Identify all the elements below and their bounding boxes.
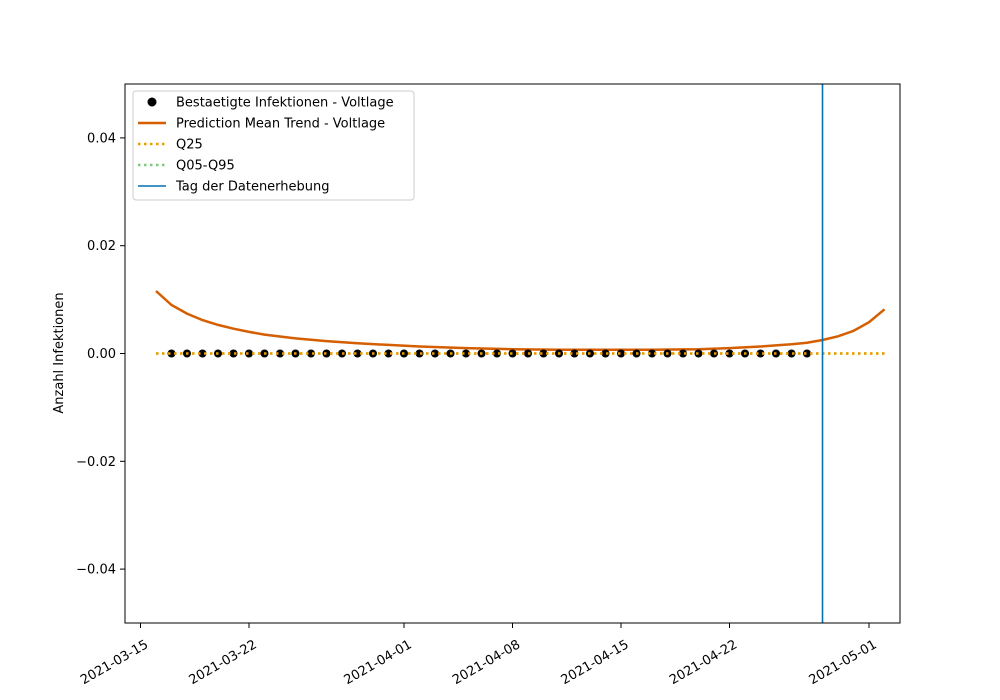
data-point xyxy=(353,349,362,358)
y-axis-label: Anzahl Infektionen xyxy=(52,292,67,413)
y-tick-label: 0.02 xyxy=(87,239,116,254)
data-point xyxy=(617,349,625,358)
data-point xyxy=(462,349,470,358)
data-point xyxy=(493,349,501,358)
y-axis: −0.04 −0.02 0.00 0.02 0.04 xyxy=(76,131,125,578)
data-point xyxy=(431,349,439,358)
y-tick-label: −0.04 xyxy=(76,563,116,578)
legend-entry: Q05-Q95 xyxy=(138,159,235,174)
legend-label: Prediction Mean Trend - Voltlage xyxy=(176,117,385,132)
y-tick-label: −0.02 xyxy=(76,455,116,470)
data-point xyxy=(245,349,253,358)
data-point xyxy=(570,349,579,358)
legend-label: Q25 xyxy=(176,138,203,153)
data-point xyxy=(276,349,284,358)
data-point xyxy=(601,349,610,358)
data-point xyxy=(384,349,393,358)
legend-label: Tag der Datenerhebung xyxy=(175,180,330,195)
data-point xyxy=(725,349,734,358)
y-tick-label: 0.04 xyxy=(87,131,116,146)
y-tick-label: 0.00 xyxy=(87,347,116,362)
legend-entry: Q25 xyxy=(138,138,203,153)
legend-entry: Bestaetigte Infektionen - Voltlage xyxy=(147,96,394,111)
plot-area xyxy=(155,84,886,623)
data-point xyxy=(167,349,176,358)
series-line-prediction-mean xyxy=(155,290,886,351)
data-point xyxy=(307,349,315,358)
legend-marker-scatter xyxy=(147,97,157,107)
data-point xyxy=(803,349,811,358)
legend-entry: Tag der Datenerhebung xyxy=(138,180,330,195)
data-point xyxy=(229,349,238,358)
legend-entry: Prediction Mean Trend - Voltlage xyxy=(138,117,385,132)
data-point xyxy=(787,349,796,358)
legend-box xyxy=(132,90,415,201)
legend: Bestaetigte Infektionen - Voltlage Predic… xyxy=(132,90,415,201)
data-point xyxy=(415,349,424,358)
legend-label: Q05-Q95 xyxy=(176,159,235,174)
data-point xyxy=(756,349,765,358)
data-point xyxy=(679,349,687,358)
data-point xyxy=(198,349,207,358)
data-point xyxy=(648,349,656,358)
legend-label: Bestaetigte Infektionen - Voltlage xyxy=(176,96,394,111)
data-point xyxy=(539,349,548,358)
